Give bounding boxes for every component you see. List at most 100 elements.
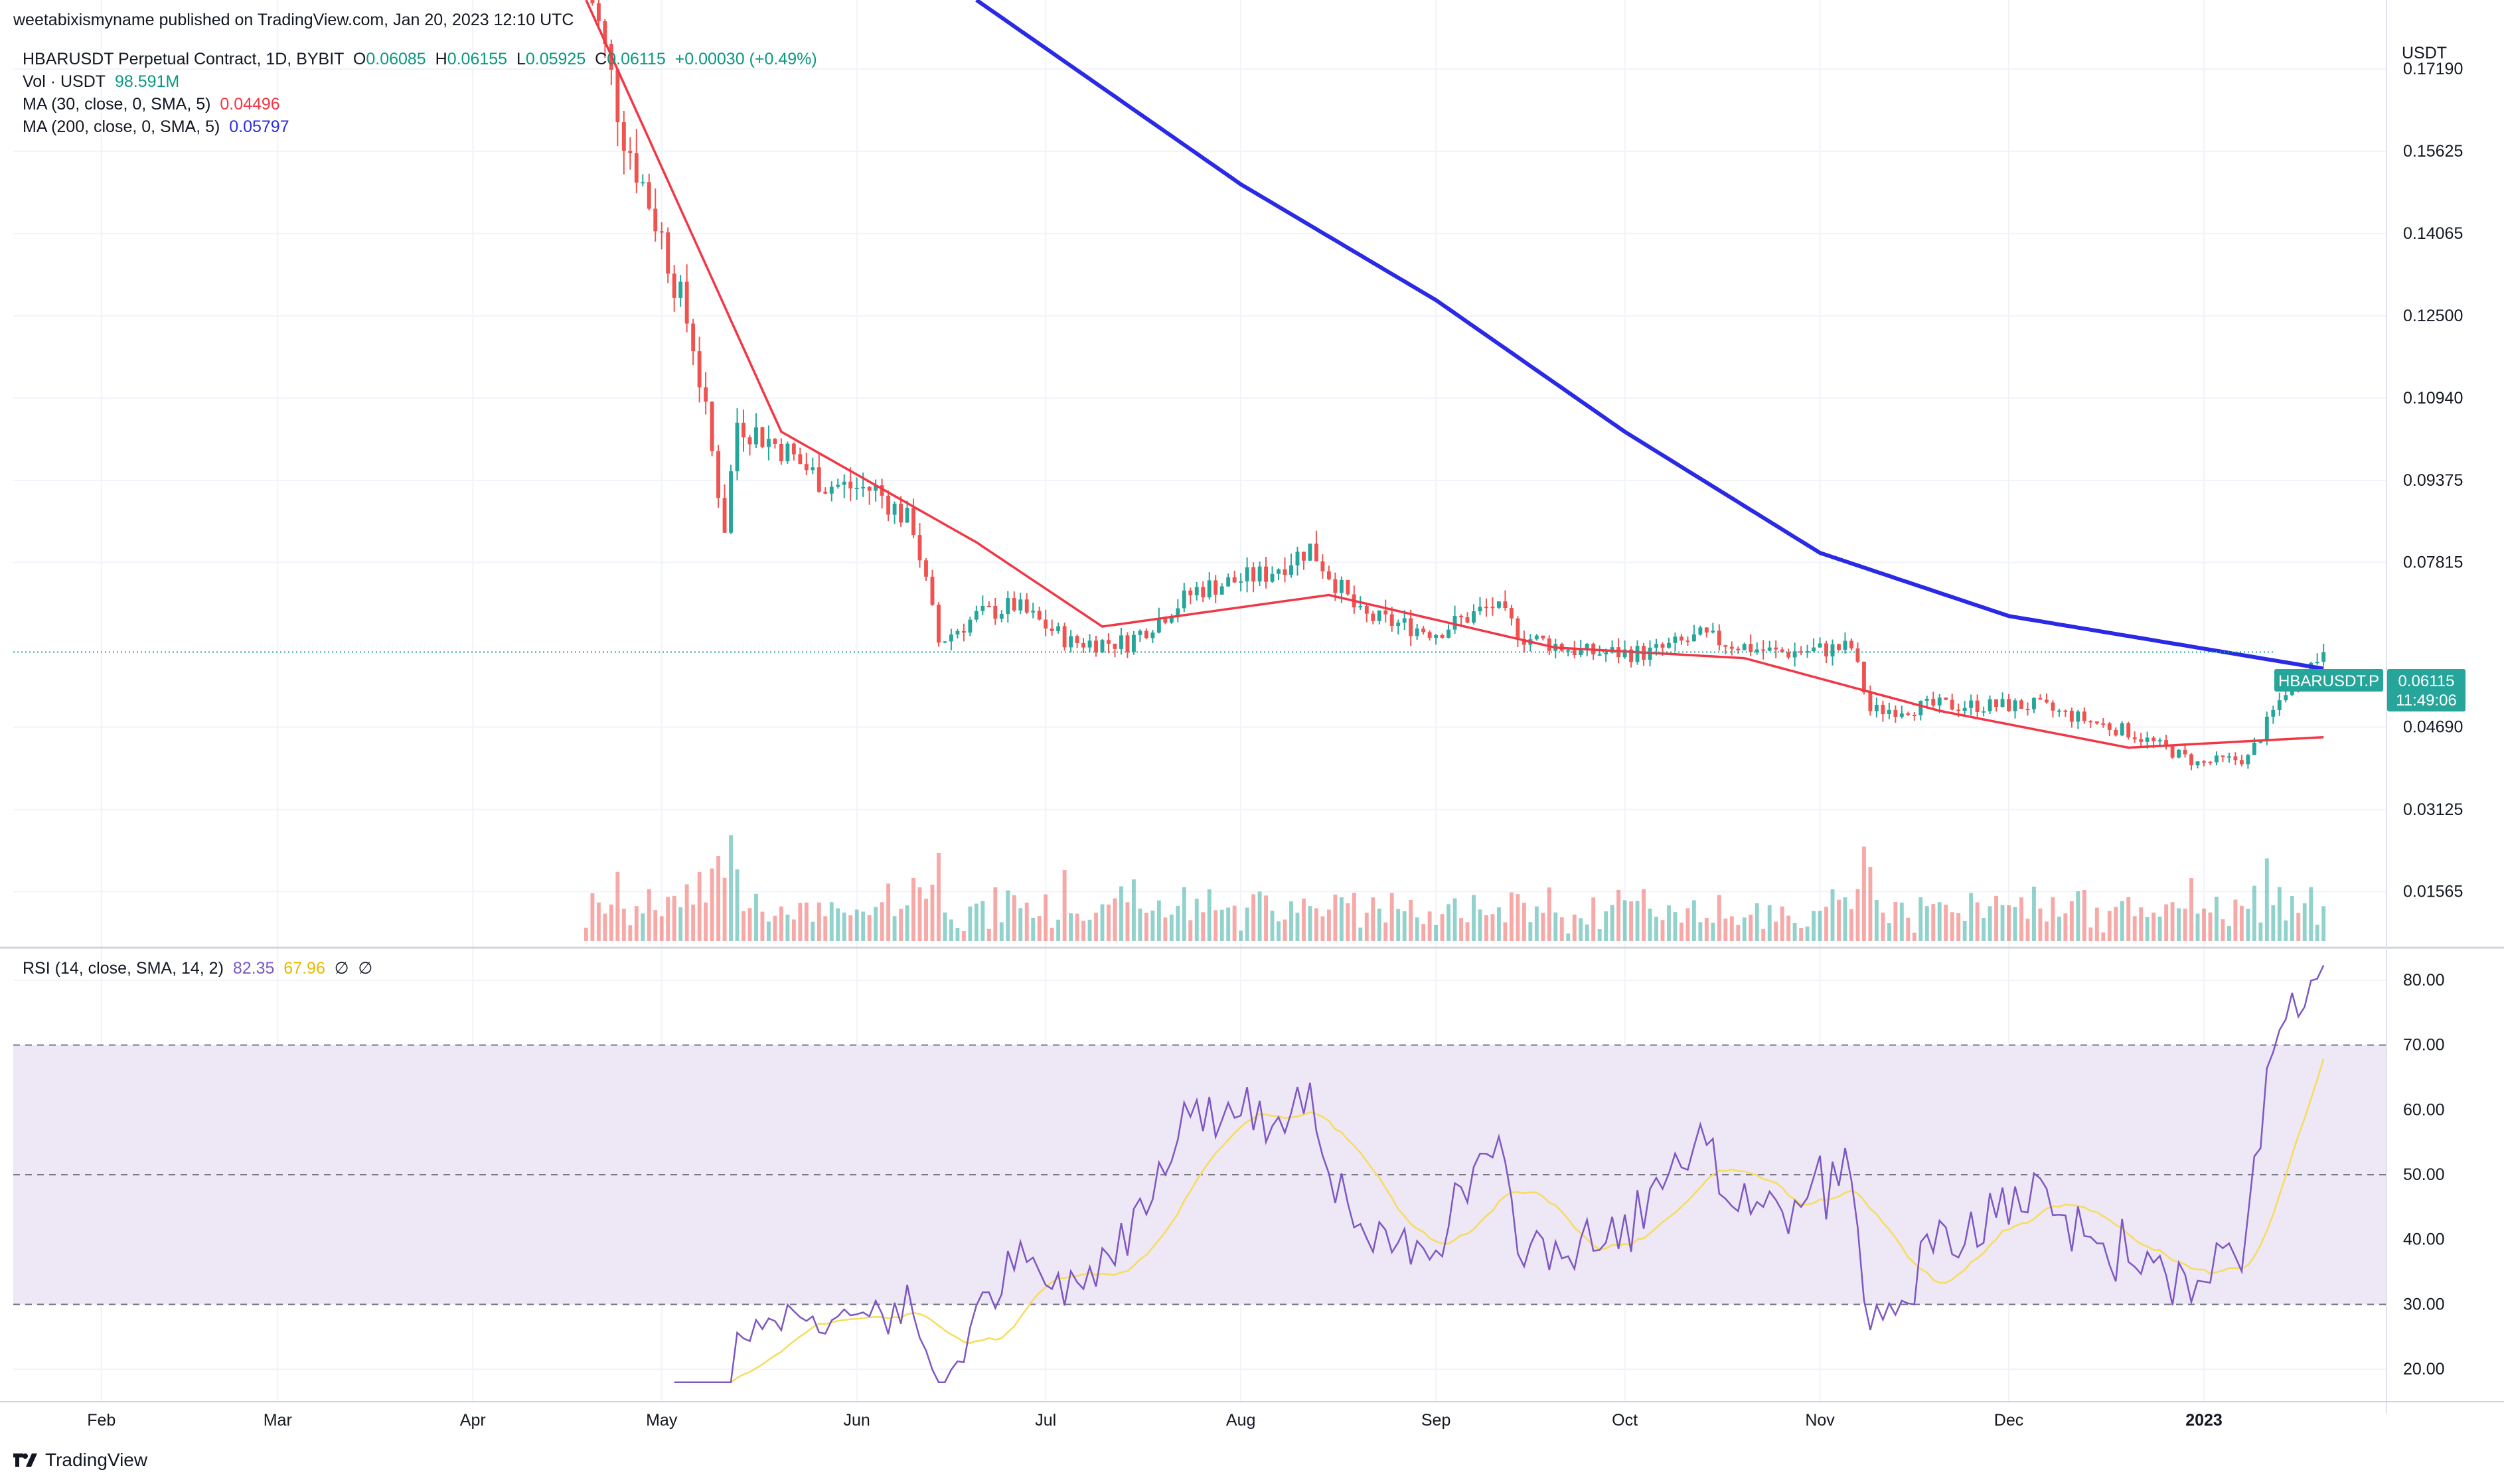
candle[interactable]	[917, 523, 922, 568]
candle[interactable]	[2215, 751, 2219, 766]
candle[interactable]	[754, 413, 758, 448]
candle[interactable]	[1830, 639, 1835, 666]
candle[interactable]	[1081, 638, 1086, 653]
candle[interactable]	[641, 174, 645, 186]
candle[interactable]	[2120, 721, 2124, 737]
candle[interactable]	[1944, 697, 1948, 700]
candle[interactable]	[1031, 603, 1036, 619]
volume-legend[interactable]: Vol · USDT 98.591M	[23, 72, 180, 91]
candle[interactable]	[2013, 698, 2017, 719]
candle[interactable]	[861, 473, 866, 497]
candle[interactable]	[590, 0, 595, 6]
candle[interactable]	[1295, 546, 1300, 576]
candle[interactable]	[2284, 690, 2288, 703]
candle[interactable]	[911, 498, 915, 538]
candle[interactable]	[2044, 693, 2049, 704]
candle[interactable]	[1087, 634, 1092, 652]
candle[interactable]	[1270, 566, 1275, 583]
candle[interactable]	[2000, 692, 2005, 707]
candle[interactable]	[1427, 630, 1432, 641]
candle[interactable]	[1994, 699, 1999, 712]
candle[interactable]	[980, 595, 985, 615]
candle[interactable]	[1056, 623, 1061, 634]
candle[interactable]	[829, 481, 834, 502]
candle[interactable]	[710, 401, 714, 457]
candle[interactable]	[1113, 643, 1117, 658]
candle[interactable]	[1213, 575, 1218, 603]
candle[interactable]	[615, 68, 620, 147]
candle[interactable]	[949, 629, 953, 650]
candle[interactable]	[2126, 721, 2131, 740]
candle[interactable]	[1950, 694, 1954, 711]
candle[interactable]	[2038, 694, 2043, 700]
candle[interactable]	[760, 426, 765, 449]
candle[interactable]	[684, 264, 689, 333]
candle[interactable]	[1094, 635, 1098, 657]
candlesticks[interactable]	[584, 0, 2326, 771]
candle[interactable]	[1050, 619, 1054, 636]
candle[interactable]	[1219, 583, 1224, 595]
candle[interactable]	[1679, 634, 1683, 645]
candle[interactable]	[1138, 629, 1142, 642]
candle[interactable]	[2139, 732, 2144, 746]
time-axis[interactable]: Feb Mar Apr May Jun Jul Aug Sep Oct Nov Dec 2023	[87, 1411, 2223, 1430]
candle[interactable]	[653, 188, 658, 242]
candle[interactable]	[1245, 557, 1249, 593]
candle[interactable]	[842, 474, 846, 498]
candle[interactable]	[1729, 641, 1734, 656]
candle[interactable]	[1673, 632, 1678, 652]
candle[interactable]	[1371, 611, 1375, 625]
candle[interactable]	[1742, 642, 1747, 651]
candle[interactable]	[1383, 599, 1388, 623]
candle[interactable]	[1988, 695, 1992, 714]
candle[interactable]	[1918, 700, 1923, 721]
candle[interactable]	[968, 617, 973, 636]
candle[interactable]	[1289, 554, 1293, 578]
candle[interactable]	[1277, 568, 1281, 581]
candle[interactable]	[1452, 605, 1457, 634]
candle[interactable]	[1962, 701, 1967, 717]
rsi-axis[interactable]: 80.00 70.00 60.00 50.00 40.00 30.00 20.00	[2403, 971, 2445, 1378]
candle[interactable]	[1320, 554, 1325, 579]
candle[interactable]	[2063, 709, 2068, 717]
candle[interactable]	[1308, 543, 1312, 561]
candle[interactable]	[1906, 711, 1911, 716]
candle[interactable]	[1792, 642, 1797, 667]
candle[interactable]	[666, 227, 670, 283]
candle[interactable]	[1849, 638, 1853, 651]
candle[interactable]	[1364, 603, 1369, 623]
candle[interactable]	[1251, 562, 1256, 593]
candle[interactable]	[1805, 644, 1810, 658]
candle[interactable]	[672, 265, 676, 312]
candle[interactable]	[2315, 653, 2319, 665]
candle[interactable]	[2107, 721, 2112, 737]
candle[interactable]	[2032, 697, 2036, 713]
candle[interactable]	[1761, 640, 1766, 660]
candle[interactable]	[1264, 556, 1269, 589]
candle[interactable]	[2321, 643, 2326, 666]
candle[interactable]	[2114, 727, 2118, 737]
candle[interactable]	[659, 222, 664, 250]
candle[interactable]	[1717, 624, 1721, 651]
candle[interactable]	[1239, 573, 1243, 592]
candle[interactable]	[1389, 607, 1394, 632]
candle[interactable]	[1711, 623, 1715, 634]
candle[interactable]	[2271, 705, 2276, 724]
candle[interactable]	[791, 442, 796, 461]
candle[interactable]	[1881, 700, 1885, 722]
candle[interactable]	[1377, 610, 1381, 625]
candle[interactable]	[1982, 706, 1986, 717]
candle[interactable]	[937, 602, 941, 647]
candle[interactable]	[1346, 579, 1350, 596]
candle[interactable]	[1257, 561, 1262, 586]
candle[interactable]	[678, 275, 683, 307]
candle[interactable]	[1622, 640, 1627, 659]
candle[interactable]	[2170, 745, 2175, 759]
candle[interactable]	[1396, 619, 1401, 634]
candle[interactable]	[848, 467, 853, 502]
candle[interactable]	[2082, 707, 2086, 724]
candle[interactable]	[1188, 587, 1193, 605]
candle[interactable]	[2007, 694, 2011, 712]
candle[interactable]	[1887, 702, 1891, 719]
candle[interactable]	[1969, 694, 1974, 715]
